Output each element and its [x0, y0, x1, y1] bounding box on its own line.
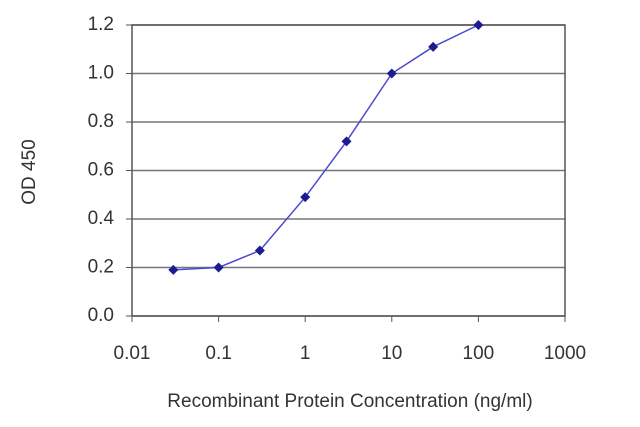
x-tick-label: 10 [381, 343, 402, 364]
y-axis-label: OD 450 [19, 139, 40, 204]
x-tick-label: 0.1 [205, 343, 231, 364]
y-tick-label: 1.0 [88, 63, 114, 84]
y-tick-label: 0.4 [88, 208, 115, 229]
x-tick-label: 0.01 [114, 343, 151, 364]
marker [213, 262, 224, 273]
y-tick-label: 0.6 [88, 160, 114, 181]
marker [386, 68, 397, 79]
y-tick-label: 0.2 [88, 257, 114, 278]
y-tick-label: 0.0 [88, 305, 114, 326]
series-line [173, 24, 479, 271]
marker [254, 245, 265, 256]
marker [168, 264, 179, 275]
y-tick-label: 0.8 [88, 111, 114, 132]
plot-frame [131, 24, 566, 317]
x-tick-label: 100 [463, 343, 495, 364]
y-tick-label: 1.2 [88, 14, 114, 35]
x-axis-label: Recombinant Protein Concentration (ng/ml… [167, 391, 532, 412]
marker [341, 136, 352, 147]
x-tick-label: 1000 [544, 343, 586, 364]
marker [428, 41, 439, 52]
marker [473, 20, 484, 30]
x-tick-label: 1 [300, 343, 311, 364]
marker [300, 192, 311, 203]
